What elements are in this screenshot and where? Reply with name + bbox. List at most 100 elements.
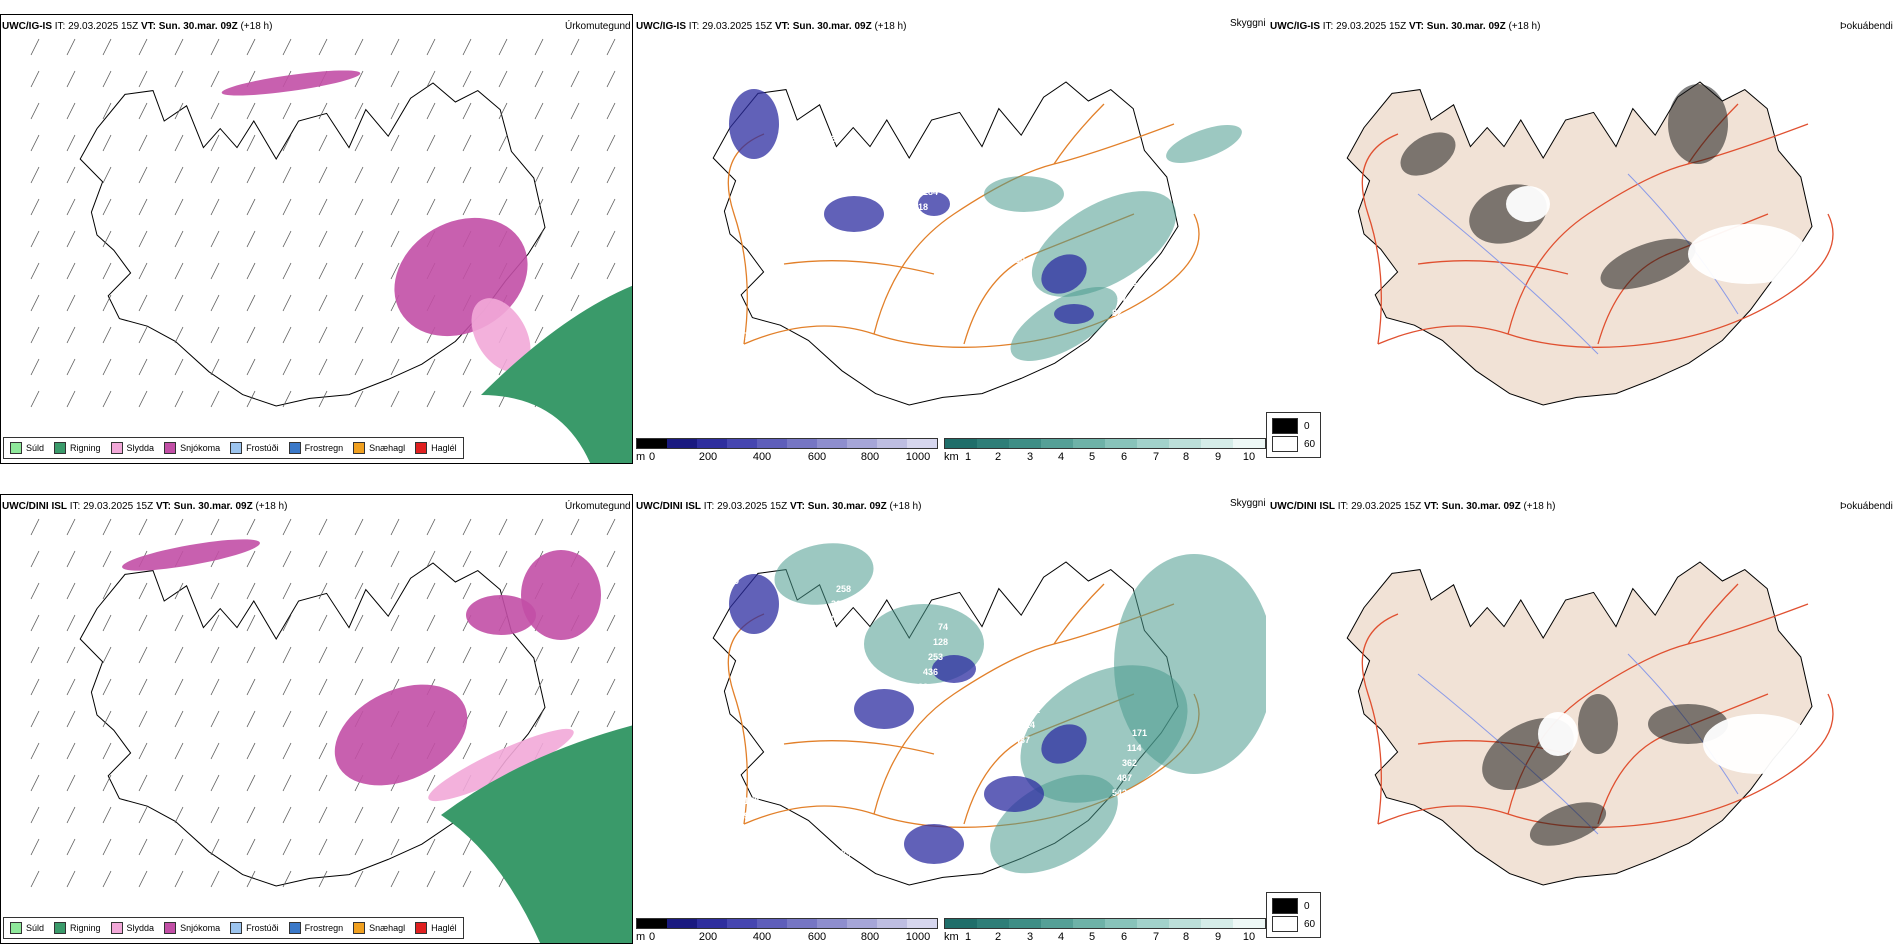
legend-label: Slydda bbox=[126, 443, 155, 453]
wind-barb bbox=[354, 870, 364, 888]
fog-swatch bbox=[1272, 418, 1298, 434]
cloudbase-colorbar-row1: m 0 200 400 600 800 1000 bbox=[636, 438, 938, 463]
wind-barb bbox=[30, 582, 40, 600]
wind-barb bbox=[282, 614, 292, 632]
colorbar-step bbox=[907, 919, 937, 928]
visibility-unit: km bbox=[944, 931, 959, 943]
wind-barb bbox=[30, 102, 40, 120]
wind-barb bbox=[30, 710, 40, 728]
cb-tick: 1000 bbox=[905, 451, 931, 463]
visibility-bar bbox=[944, 918, 1266, 929]
peak-label: 314 bbox=[1020, 720, 1035, 730]
vt-label: VT: bbox=[1408, 21, 1424, 32]
visibility-area bbox=[1020, 665, 1188, 803]
wind-barb bbox=[246, 262, 256, 280]
wind-barb bbox=[354, 646, 364, 664]
wind-barb bbox=[318, 518, 328, 536]
wind-barb bbox=[570, 198, 580, 216]
peak-label: 40 bbox=[1030, 210, 1040, 220]
colorbar-step bbox=[877, 439, 907, 448]
wind-barb bbox=[282, 102, 292, 120]
vis-tick: 2 bbox=[994, 931, 1002, 943]
snow-area bbox=[466, 595, 536, 635]
vis-tick: 6 bbox=[1120, 931, 1128, 943]
precip-type-panel-row1: Súld Rigning Slydda Snjókoma Frostúði Fr… bbox=[0, 14, 633, 464]
cloudbase-colorbar-row2: m 0 200 400 600 800 1000 bbox=[636, 918, 938, 943]
wind-barb bbox=[246, 390, 256, 408]
wind-barb bbox=[426, 198, 436, 216]
wind-barb bbox=[606, 614, 616, 632]
colorbar-step bbox=[977, 919, 1009, 928]
colorbar-step bbox=[727, 439, 757, 448]
wind-barb bbox=[30, 70, 40, 88]
legend-swatch bbox=[10, 442, 22, 454]
wind-barb bbox=[174, 390, 184, 408]
wind-barb bbox=[498, 550, 508, 568]
wind-barb bbox=[318, 870, 328, 888]
wind-barb bbox=[174, 198, 184, 216]
legend-label: Snæhagl bbox=[369, 923, 406, 933]
visibility-colorbar-row2: km 1 2 3 4 5 6 7 8 9 10 bbox=[944, 918, 1266, 943]
wind-barb bbox=[354, 70, 364, 88]
wind-barb bbox=[66, 358, 76, 376]
wind-barb bbox=[534, 646, 544, 664]
wind-barb bbox=[210, 390, 220, 408]
low-cloud-area bbox=[1041, 724, 1087, 764]
wind-barb bbox=[282, 166, 292, 184]
peak-label: 207 bbox=[826, 614, 841, 624]
wind-barb bbox=[66, 390, 76, 408]
wind-barb bbox=[174, 774, 184, 792]
wind-barb bbox=[174, 614, 184, 632]
wind-barb bbox=[390, 198, 400, 216]
wind-barb bbox=[426, 582, 436, 600]
wind-barb bbox=[570, 38, 580, 56]
wind-barb bbox=[462, 582, 472, 600]
wind-barb bbox=[174, 838, 184, 856]
road bbox=[1361, 133, 1399, 345]
colorbar-step bbox=[1073, 439, 1105, 448]
wind-barb bbox=[30, 614, 40, 632]
glacier-area bbox=[1688, 224, 1808, 284]
cb-tick: 1000 bbox=[905, 931, 931, 943]
fog-legend-row: 60 bbox=[1272, 435, 1315, 453]
wind-barb bbox=[30, 390, 40, 408]
wind-barb bbox=[246, 774, 256, 792]
wind-barb bbox=[282, 838, 292, 856]
wind-barb bbox=[498, 134, 508, 152]
legend-frostudi: Frostúði bbox=[230, 442, 279, 454]
precip-map-row2 bbox=[30, 518, 632, 943]
colorbar-step bbox=[667, 439, 697, 448]
wind-barb bbox=[174, 582, 184, 600]
cb-tick: 600 bbox=[807, 931, 827, 943]
wind-barb bbox=[246, 102, 256, 120]
wind-barb bbox=[390, 326, 400, 344]
fog-legend-row: 0 bbox=[1272, 897, 1315, 915]
wind-barb bbox=[174, 678, 184, 696]
colorbar-step bbox=[1201, 919, 1233, 928]
wind-barb bbox=[462, 166, 472, 184]
wind-barb bbox=[30, 326, 40, 344]
wind-barb bbox=[390, 230, 400, 248]
model-name: UWC/IG-IS bbox=[2, 21, 52, 32]
cb-tick: 600 bbox=[807, 451, 827, 463]
wind-barb bbox=[66, 102, 76, 120]
lead-time: (+18 h) bbox=[874, 21, 907, 32]
wind-barb bbox=[390, 870, 400, 888]
low-cloud-area bbox=[932, 655, 976, 683]
wind-barb bbox=[426, 38, 436, 56]
legend-label: Súld bbox=[26, 443, 45, 453]
colorbar-step bbox=[787, 919, 817, 928]
wind-barb bbox=[570, 262, 580, 280]
wind-barb bbox=[318, 582, 328, 600]
iceland-coastline bbox=[79, 82, 546, 407]
precip-map-row1 bbox=[30, 38, 632, 463]
wind-barb bbox=[138, 710, 148, 728]
wind-barb bbox=[210, 294, 220, 312]
legend-label: Snjókoma bbox=[180, 443, 221, 453]
wind-barb bbox=[66, 646, 76, 664]
wind-barb bbox=[498, 70, 508, 88]
peak-label: 362 bbox=[1122, 758, 1137, 768]
wind-barb bbox=[426, 646, 436, 664]
road bbox=[1361, 613, 1399, 825]
wind-barb bbox=[210, 518, 220, 536]
